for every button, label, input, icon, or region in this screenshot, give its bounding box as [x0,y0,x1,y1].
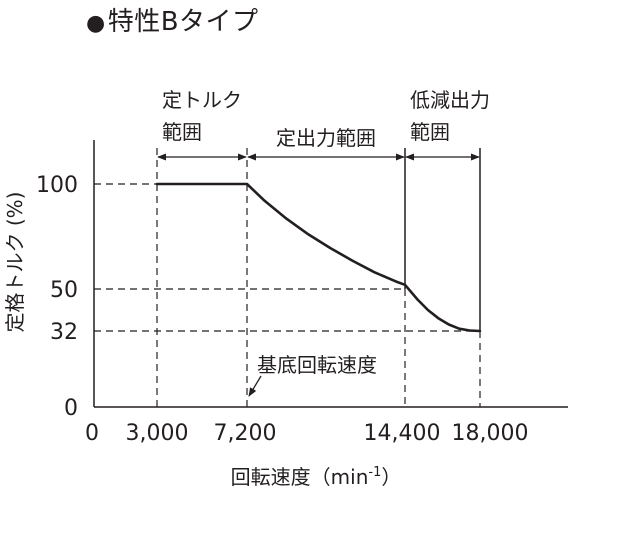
annotations: 基底回転速度 [248,353,377,397]
x-tick-label: 14,400 [364,421,441,446]
x-axis-label-sup: -1 [368,465,381,480]
x-axis-label-main: 回転速度（min [231,465,369,489]
x-axis-label-close: ） [381,465,401,489]
x-tick-label: 3,000 [126,421,189,446]
x-tick-label: 0 [85,421,99,446]
x-axis-label: 回転速度（min-1） [231,465,402,489]
tick-labels: 0 32 50 100 0 3,000 7,200 14,400 18,000 [36,173,528,446]
region-label: 定トルク [162,88,242,112]
y-tick-label: 0 [64,396,78,421]
x-tick-label: 7,200 [214,421,277,446]
y-axis-label: 定格トルク (%) [3,192,27,333]
y-tick-label: 50 [50,278,78,303]
region-label: 範囲 [162,120,202,144]
series [155,182,482,333]
torque-curve [155,182,482,333]
title-bullet: ● [86,11,106,36]
region-label: 範囲 [410,120,450,144]
y-tick-label: 32 [50,320,78,345]
x-tick-label: 18,000 [452,421,529,446]
guide-lines [94,148,481,407]
chart-title: ●特性Bタイプ [86,4,259,42]
region-label: 低減出力 [410,88,490,112]
annotation-arrow [248,375,262,397]
title-text: 特性Bタイプ [107,7,259,37]
annotation-label: 基底回転速度 [257,353,377,377]
region-label: 定出力範囲 [276,126,376,150]
y-tick-label: 100 [36,173,78,198]
